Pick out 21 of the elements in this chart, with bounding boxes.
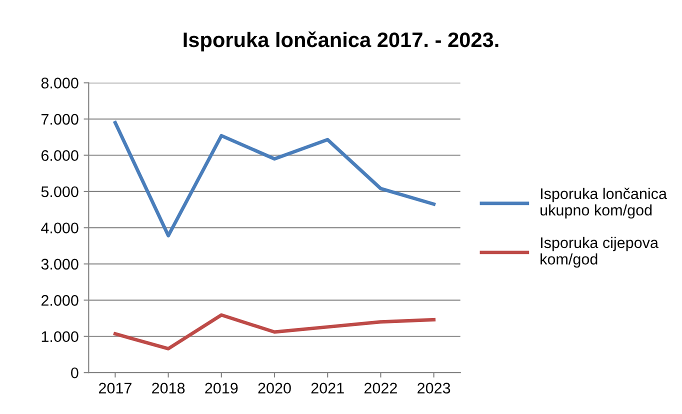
y-tick-label: 6.000: [41, 150, 78, 161]
x-tick-label: 2023: [418, 382, 450, 394]
y-tick-label: 7.000: [41, 114, 78, 125]
chart-title: Isporuka lončanica 2017. - 2023.: [184, 31, 498, 52]
x-tick-label: 2019: [205, 382, 238, 394]
y-tick-label: 5.000: [41, 186, 78, 198]
x-tick-label: 2020: [258, 382, 291, 394]
x-tick-label: 2022: [364, 382, 397, 394]
line-series: [113, 120, 436, 238]
legend-label: Isporuka lončanica ukupno kom/god: [540, 188, 667, 219]
y-tick-label: 3.000: [41, 258, 78, 270]
y-tick-label: 2.000: [41, 295, 78, 306]
x-tick-label: 2018: [152, 382, 185, 394]
line-series: [113, 313, 436, 350]
x-tick-label: 2021: [311, 382, 344, 394]
legend-label: Isporuka cijepova kom/god: [540, 236, 658, 268]
y-tick-label: 4.000: [41, 222, 78, 234]
y-tick-label: 0: [71, 367, 78, 378]
x-tick-label: 2017: [98, 382, 132, 394]
y-tick-label: 8.000: [41, 78, 78, 88]
y-tick-label: 1.000: [42, 331, 78, 342]
